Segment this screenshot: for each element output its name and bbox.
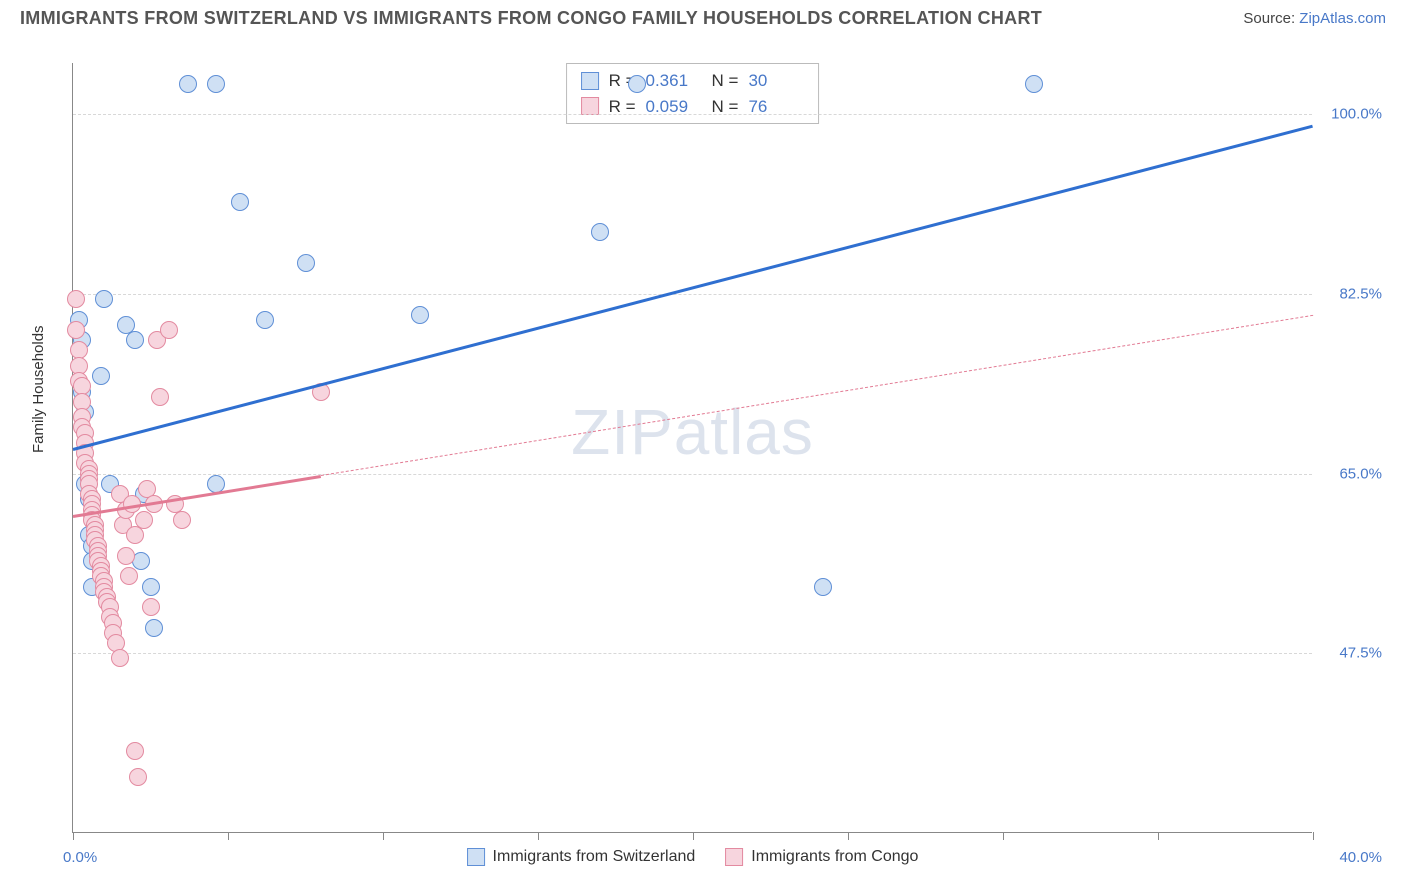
scatter-point bbox=[126, 331, 144, 349]
x-tick bbox=[848, 832, 849, 840]
x-axis-max-label: 40.0% bbox=[1339, 849, 1382, 866]
legend-swatch bbox=[725, 848, 743, 866]
x-tick bbox=[693, 832, 694, 840]
scatter-point bbox=[814, 578, 832, 596]
scatter-point bbox=[173, 511, 191, 529]
source-link[interactable]: ZipAtlas.com bbox=[1299, 10, 1386, 27]
y-tick-label: 47.5% bbox=[1322, 645, 1382, 662]
scatter-point bbox=[120, 567, 138, 585]
scatter-point bbox=[135, 511, 153, 529]
trend-line bbox=[73, 125, 1314, 451]
legend-swatch bbox=[581, 72, 599, 90]
x-tick bbox=[538, 832, 539, 840]
stat-n-label: N = bbox=[712, 68, 739, 94]
stats-row: R =0.361N =30 bbox=[581, 68, 805, 94]
gridline bbox=[73, 653, 1312, 654]
scatter-point bbox=[145, 619, 163, 637]
scatter-point bbox=[132, 552, 150, 570]
scatter-point bbox=[411, 306, 429, 324]
x-tick bbox=[1313, 832, 1314, 840]
series-legend: Immigrants from Switzerland Immigrants fr… bbox=[467, 848, 919, 866]
gridline bbox=[73, 474, 1312, 475]
scatter-point bbox=[231, 193, 249, 211]
scatter-point bbox=[297, 254, 315, 272]
y-tick-label: 100.0% bbox=[1322, 106, 1382, 123]
scatter-point bbox=[179, 75, 197, 93]
x-tick bbox=[1003, 832, 1004, 840]
scatter-point bbox=[126, 526, 144, 544]
y-tick-label: 82.5% bbox=[1322, 286, 1382, 303]
scatter-point bbox=[67, 290, 85, 308]
x-tick bbox=[228, 832, 229, 840]
y-axis-label: Family Households bbox=[30, 325, 47, 453]
scatter-point bbox=[160, 321, 178, 339]
x-tick bbox=[383, 832, 384, 840]
scatter-point bbox=[1025, 75, 1043, 93]
trend-line-dashed bbox=[321, 315, 1313, 476]
scatter-point bbox=[151, 388, 169, 406]
scatter-point bbox=[126, 742, 144, 760]
legend-item: Immigrants from Switzerland bbox=[467, 848, 696, 866]
watermark: ZIPatlas bbox=[571, 395, 814, 469]
scatter-point bbox=[67, 321, 85, 339]
scatter-point bbox=[92, 367, 110, 385]
scatter-point bbox=[95, 290, 113, 308]
scatter-point bbox=[117, 547, 135, 565]
scatter-point bbox=[256, 311, 274, 329]
chart-title: IMMIGRANTS FROM SWITZERLAND VS IMMIGRANT… bbox=[20, 8, 1042, 29]
legend-label: Immigrants from Congo bbox=[751, 848, 918, 866]
plot-area: ZIPatlas R =0.361N =30R =0.059N =76 Immi… bbox=[72, 63, 1312, 833]
x-axis-min-label: 0.0% bbox=[63, 849, 97, 866]
gridline bbox=[73, 114, 1312, 115]
legend-item: Immigrants from Congo bbox=[725, 848, 918, 866]
y-tick-label: 65.0% bbox=[1322, 465, 1382, 482]
chart-source: Source: ZipAtlas.com bbox=[1243, 10, 1386, 27]
gridline bbox=[73, 294, 1312, 295]
legend-swatch bbox=[467, 848, 485, 866]
scatter-point bbox=[142, 598, 160, 616]
legend-label: Immigrants from Switzerland bbox=[493, 848, 696, 866]
stat-n-value: 30 bbox=[748, 68, 804, 94]
scatter-point bbox=[111, 649, 129, 667]
stat-r-value: 0.361 bbox=[646, 68, 702, 94]
source-label: Source: bbox=[1243, 10, 1299, 27]
chart-header: IMMIGRANTS FROM SWITZERLAND VS IMMIGRANT… bbox=[0, 0, 1406, 33]
x-tick bbox=[1158, 832, 1159, 840]
scatter-point bbox=[129, 768, 147, 786]
scatter-point bbox=[207, 75, 225, 93]
scatter-point bbox=[591, 223, 609, 241]
legend-swatch bbox=[581, 97, 599, 115]
scatter-point bbox=[142, 578, 160, 596]
x-tick bbox=[73, 832, 74, 840]
scatter-point bbox=[628, 75, 646, 93]
